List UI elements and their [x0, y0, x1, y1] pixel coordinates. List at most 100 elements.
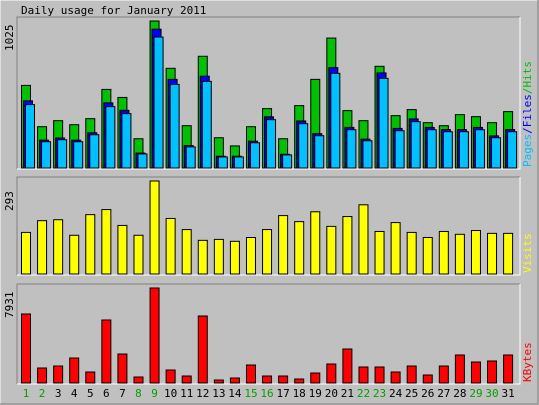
x-tick-label: 29: [469, 387, 482, 400]
bar: [69, 357, 80, 384]
bar: [442, 131, 453, 169]
bar: [217, 156, 228, 169]
x-tick-label: 18: [293, 387, 306, 400]
bar: [185, 146, 196, 169]
x-tick-label: 22: [357, 387, 370, 400]
bar: [85, 214, 96, 275]
bar: [57, 139, 68, 169]
bar: [37, 367, 48, 384]
bar: [169, 83, 180, 169]
bar: [374, 366, 385, 384]
bar: [374, 230, 385, 275]
bar: [213, 379, 224, 384]
bar: [326, 363, 337, 384]
bar: [454, 354, 465, 384]
bar: [21, 313, 31, 384]
legend-entry: Hits: [521, 61, 534, 88]
bar: [342, 348, 353, 384]
legend-entry: Files: [521, 94, 534, 127]
bar: [245, 364, 256, 384]
panel-bevel: [16, 176, 520, 275]
legend: KBytes: [521, 342, 534, 382]
panel-bevel: [17, 17, 521, 170]
bar: [201, 80, 212, 169]
x-tick-label: 30: [485, 387, 498, 400]
x-tick-label: 13: [212, 387, 225, 400]
bar: [229, 377, 240, 384]
x-tick-label: 28: [453, 387, 466, 400]
x-tick-label: 2: [39, 387, 46, 400]
bar: [249, 142, 260, 169]
bar: [470, 361, 481, 384]
x-tick-label: 11: [180, 387, 193, 400]
bar: [181, 375, 192, 384]
bar: [165, 217, 176, 275]
bar: [487, 360, 498, 384]
bar: [245, 236, 256, 275]
bar: [278, 375, 289, 384]
x-tick-label: 23: [373, 387, 386, 400]
legend-separator: /: [521, 88, 534, 95]
bar: [346, 129, 357, 169]
bar: [133, 376, 144, 384]
legend-entry: Visits: [521, 233, 534, 273]
bar: [378, 77, 389, 169]
bar: [266, 119, 277, 169]
x-tick-label: 9: [151, 387, 158, 400]
bar: [37, 220, 48, 275]
bar: [153, 36, 164, 169]
x-tick-label: 5: [87, 387, 94, 400]
bar: [394, 130, 405, 169]
bar: [470, 230, 481, 275]
panel-bevel: [16, 283, 520, 384]
y-tick-label: 1025: [3, 25, 16, 52]
bar: [117, 353, 128, 384]
bar: [213, 238, 224, 275]
x-tick-label: 6: [103, 387, 110, 400]
bar: [41, 141, 52, 169]
bar: [454, 233, 465, 275]
bar: [503, 354, 514, 384]
x-tick-label: 21: [341, 387, 354, 400]
bar: [438, 230, 449, 275]
bar: [330, 72, 341, 169]
bar: [149, 287, 160, 384]
bar: [229, 240, 240, 275]
x-tick-label: 12: [196, 387, 209, 400]
bar: [314, 135, 325, 169]
bar: [21, 231, 31, 275]
bar: [422, 374, 433, 384]
x-tick-label: 4: [71, 387, 78, 400]
x-tick-label: 24: [389, 387, 403, 400]
bar: [181, 229, 192, 275]
x-tick-label: 14: [228, 387, 242, 400]
bar: [85, 371, 96, 384]
bar: [426, 129, 437, 169]
bar: [53, 219, 64, 275]
bar: [390, 222, 401, 275]
bar: [73, 141, 84, 169]
bar: [69, 234, 80, 275]
bar: [298, 123, 309, 169]
bar: [137, 153, 148, 169]
bar: [294, 221, 305, 275]
bar: [474, 129, 485, 169]
bar: [438, 365, 449, 384]
bar: [358, 204, 369, 275]
x-tick-label: 26: [421, 387, 434, 400]
y-tick-label: 7931: [3, 292, 16, 319]
x-tick-label: 7: [119, 387, 126, 400]
bar: [25, 104, 35, 169]
x-tick-label: 8: [135, 387, 142, 400]
x-tick-label: 19: [309, 387, 322, 400]
bar: [342, 216, 353, 275]
bar: [121, 113, 132, 169]
legend-entry: KBytes: [521, 342, 534, 382]
x-tick-label: 27: [437, 387, 450, 400]
bar: [422, 236, 433, 275]
bar: [165, 369, 176, 384]
bar: [358, 366, 369, 384]
